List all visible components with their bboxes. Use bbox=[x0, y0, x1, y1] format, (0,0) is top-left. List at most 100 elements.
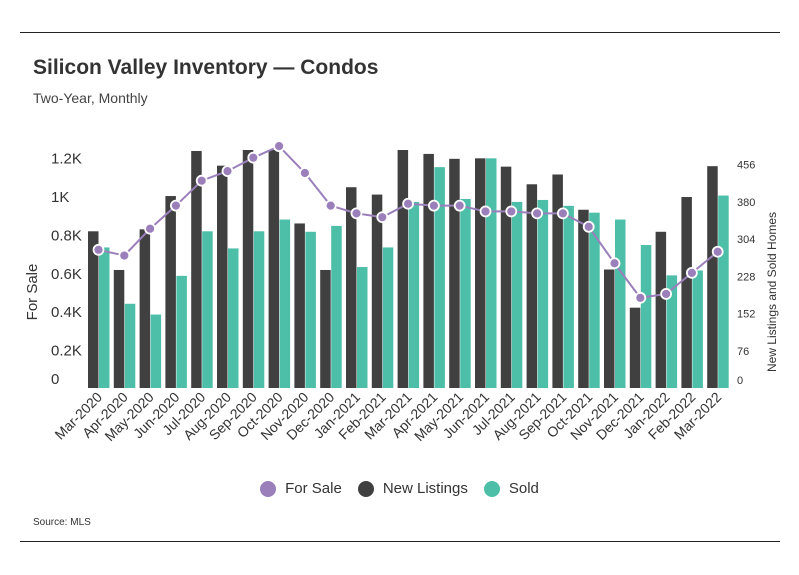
sold-bar bbox=[176, 275, 187, 388]
sold-bar bbox=[305, 231, 316, 388]
new-listings-bar bbox=[449, 158, 460, 388]
new-listings-bar bbox=[397, 150, 409, 388]
for-sale-point bbox=[608, 257, 621, 270]
sold-bar bbox=[434, 167, 445, 388]
for-sale-point bbox=[634, 291, 647, 304]
for-sale-point bbox=[195, 174, 208, 187]
sold-bar bbox=[408, 201, 420, 388]
new-listings-bar bbox=[655, 231, 667, 388]
for-sale-swatch bbox=[260, 480, 277, 497]
y-left-tick-label: 0.6K bbox=[51, 266, 82, 283]
legend-label-for-sale: For Sale bbox=[285, 480, 342, 497]
chart-subtitle: Two-Year, Monthly bbox=[33, 90, 148, 106]
for-sale-point bbox=[427, 199, 440, 212]
new-listings-bar bbox=[242, 150, 254, 388]
y-right-tick-label: 380 bbox=[737, 197, 755, 209]
for-sale-point bbox=[118, 249, 131, 262]
new-listings-bar bbox=[500, 166, 512, 388]
y-right-tick-label: 456 bbox=[737, 160, 755, 172]
y-right-tick-label: 152 bbox=[737, 309, 755, 321]
legend-label-new-listings: New Listings bbox=[382, 480, 468, 497]
legend-item-for-sale[interactable]: For Sale bbox=[260, 480, 342, 497]
new-listings-bar bbox=[217, 165, 228, 388]
for-sale-point bbox=[324, 199, 337, 212]
sold-bar bbox=[150, 314, 162, 388]
for-sale-point bbox=[350, 207, 363, 220]
for-sale-point bbox=[531, 207, 543, 220]
for-sale-point bbox=[144, 222, 157, 235]
chart-title: Silicon Valley Inventory — Condos bbox=[33, 56, 379, 79]
sold-bar bbox=[511, 201, 523, 388]
legend-item-new-listings[interactable]: New Listings bbox=[357, 480, 468, 497]
for-sale-point bbox=[686, 266, 698, 279]
for-sale-point bbox=[376, 211, 389, 224]
new-listings-bar bbox=[707, 166, 718, 388]
for-sale-point bbox=[298, 167, 311, 179]
sold-bar bbox=[124, 303, 136, 388]
sold-bar bbox=[692, 270, 703, 388]
sold-bar bbox=[589, 212, 600, 388]
new-listings-bar bbox=[552, 174, 563, 388]
for-sale-point bbox=[92, 243, 105, 256]
y-left-tick-label: 0 bbox=[51, 371, 59, 388]
source-note: Source: MLS bbox=[33, 517, 91, 528]
y-right-tick-label: 228 bbox=[737, 271, 755, 283]
y-right-tick-label: 304 bbox=[737, 234, 755, 246]
bottom-rule bbox=[20, 541, 780, 542]
new-listings-bar bbox=[526, 184, 538, 388]
legend-label-sold: Sold bbox=[508, 480, 539, 497]
for-sale-point bbox=[505, 205, 518, 218]
y-left-tick-label: 1K bbox=[51, 189, 69, 206]
sold-bar bbox=[331, 225, 342, 388]
top-rule bbox=[20, 32, 780, 33]
sold-bar bbox=[279, 219, 291, 388]
new-listings-swatch bbox=[357, 480, 374, 497]
sold-bar bbox=[640, 245, 652, 388]
sold-bar bbox=[563, 205, 574, 388]
legend-item-sold[interactable]: Sold bbox=[483, 480, 539, 497]
new-listings-bar bbox=[346, 187, 357, 388]
y-left-tick-label: 0.2K bbox=[51, 343, 82, 360]
sold-bar bbox=[460, 198, 471, 388]
y-right-tick-label: 0 bbox=[737, 375, 743, 387]
y-left-tick-label: 0.8K bbox=[51, 227, 82, 244]
new-listings-bar bbox=[423, 153, 434, 388]
for-sale-point bbox=[402, 197, 415, 210]
new-listings-bar bbox=[371, 194, 383, 388]
new-listings-bar bbox=[578, 209, 589, 388]
new-listings-bar bbox=[320, 269, 331, 388]
y-left-tick-label: 1.2K bbox=[51, 151, 82, 168]
sold-bar bbox=[202, 231, 213, 388]
new-listings-bar bbox=[475, 158, 486, 388]
y-right-axis-title: New Listings and Sold Homes bbox=[765, 212, 779, 372]
sold-bar bbox=[666, 275, 678, 388]
sold-bar bbox=[615, 219, 626, 388]
new-listings-bar bbox=[629, 307, 641, 388]
for-sale-point bbox=[453, 199, 466, 212]
for-sale-point bbox=[557, 207, 569, 220]
y-right-tick-label: 76 bbox=[737, 346, 749, 358]
sold-bar bbox=[382, 247, 394, 388]
for-sale-point bbox=[479, 205, 492, 218]
for-sale-point bbox=[273, 140, 286, 153]
new-listings-bar bbox=[139, 229, 151, 388]
sold-bar bbox=[537, 199, 549, 388]
for-sale-point bbox=[660, 288, 672, 300]
new-listings-bar bbox=[191, 150, 202, 388]
sold-bar bbox=[228, 248, 239, 388]
sold-bar bbox=[718, 195, 729, 388]
y-left-axis-title: For Sale bbox=[24, 264, 41, 321]
new-listings-bar bbox=[681, 197, 692, 388]
new-listings-bar bbox=[165, 196, 176, 388]
for-sale-point bbox=[221, 165, 234, 178]
sold-bar bbox=[253, 231, 265, 388]
sold-bar bbox=[99, 247, 110, 388]
for-sale-point bbox=[247, 151, 260, 164]
sold-swatch bbox=[483, 480, 500, 497]
new-listings-bar bbox=[88, 231, 99, 388]
new-listings-bar bbox=[294, 223, 305, 388]
new-listings-bar bbox=[268, 150, 280, 388]
new-listings-bar bbox=[604, 269, 615, 388]
sold-bar bbox=[486, 158, 497, 388]
